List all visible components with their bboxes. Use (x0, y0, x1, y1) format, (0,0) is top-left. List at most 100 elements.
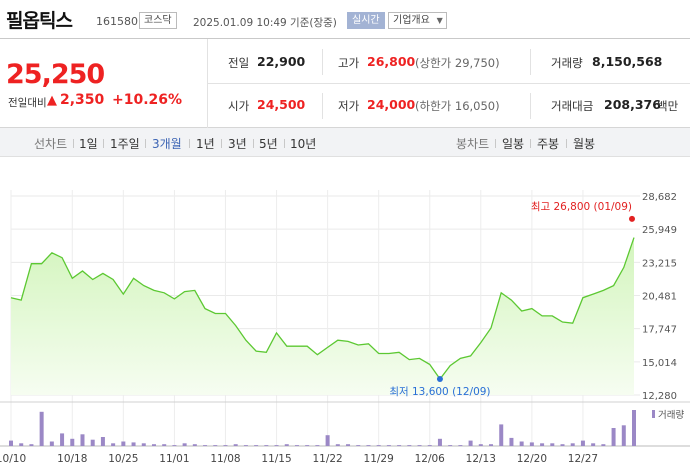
volume-bar (621, 425, 626, 446)
volume-bar (233, 444, 238, 446)
candle-weekly[interactable]: 주봉 (537, 137, 560, 151)
period-1d[interactable]: 1일 (79, 137, 98, 151)
volume-bar (468, 440, 473, 446)
divider (530, 93, 531, 119)
volume-bar (580, 440, 585, 446)
amount-unit: 백만 (657, 99, 679, 113)
volume-bar (141, 443, 146, 446)
volume-bar (80, 434, 85, 446)
x-tick-label: 11/29 (364, 453, 394, 465)
x-tick-label: 12/06 (415, 453, 446, 465)
x-tick-label: 11/15 (261, 453, 291, 465)
volume-bar (519, 441, 524, 446)
y-tick-label: 23,215 (642, 258, 677, 269)
volume-bar (386, 445, 391, 446)
volume-bar (49, 441, 54, 446)
y-tick-label: 12,280 (642, 391, 677, 402)
divider (322, 93, 323, 119)
volume-bar (417, 445, 422, 446)
period-10y[interactable]: 10년 (290, 137, 317, 151)
volume-bar (550, 443, 555, 446)
y-tick-label: 15,014 (642, 358, 677, 369)
period-5y[interactable]: 5년 (259, 137, 278, 151)
divider (530, 49, 531, 75)
x-axis-labels: 10/10 10/18 10/25 11/01 11/08 11/15 11/22 11/29… (0, 453, 598, 465)
volume-bar (325, 435, 330, 446)
price-area (11, 237, 634, 395)
candle-daily[interactable]: 일봉 (502, 137, 525, 151)
period-toolbar: 선차트 1일 1주일 3개월 1년 3년 5년 10년 봉차트 일봉 주봉 월봉 (0, 128, 690, 157)
divider (322, 49, 323, 75)
x-tick-label: 12/20 (517, 453, 547, 465)
prev-close-label: 전일 (228, 56, 250, 70)
high-marker (629, 215, 635, 222)
period-3y[interactable]: 3년 (228, 137, 247, 151)
low-label: 최저 13,600 (12/09) (389, 386, 490, 398)
stock-code: 161580 (96, 15, 138, 28)
volume-bar (182, 443, 187, 446)
volume-bar (570, 443, 575, 446)
x-tick-label: 12/13 (466, 453, 496, 465)
volume-bar (284, 444, 289, 446)
stock-name: 필옵틱스 (6, 10, 73, 32)
period-3m[interactable]: 3개월 (152, 137, 182, 151)
divider (207, 83, 690, 84)
volume-bar (427, 445, 432, 446)
volume-bar (264, 445, 269, 446)
y-tick-label: 25,949 (642, 225, 677, 236)
low-label: 저가 (338, 99, 360, 113)
volume-bar (632, 410, 636, 446)
volume-legend-label: 거래량 (658, 409, 684, 421)
stock-header: 필옵틱스 161580 코스닥 2025.01.09 10:49 기준(장중) … (0, 0, 690, 40)
prev-close-value: 22,900 (257, 54, 306, 69)
volume-bar (591, 443, 596, 446)
open-label: 시가 (228, 99, 250, 113)
volume-bar (19, 443, 24, 446)
volume-bar (448, 445, 453, 446)
y-tick-label: 17,747 (642, 325, 677, 336)
volume-bar (131, 442, 136, 446)
period-1y[interactable]: 1년 (196, 137, 215, 151)
volume-bar (254, 445, 259, 446)
volume-bar (162, 444, 167, 446)
open-value: 24,500 (257, 97, 306, 112)
company-overview-dropdown[interactable]: 기업개요 ▼ (388, 12, 447, 29)
high-label: 고가 (338, 56, 360, 70)
company-overview-label: 기업개요 (393, 15, 430, 26)
volume-bar (346, 444, 351, 446)
volume-bar (274, 445, 279, 446)
candle-chart-label: 봉차트 (456, 137, 490, 151)
volume-bar (203, 445, 208, 446)
volume-bars: 거래량 (9, 409, 684, 446)
volume-bar (39, 411, 44, 446)
line-chart-label: 선차트 (34, 137, 68, 151)
volume-bar (356, 445, 361, 446)
volume-label: 거래량 (551, 56, 583, 70)
realtime-button[interactable]: 실시간 (347, 12, 385, 29)
price-series (10, 237, 635, 395)
high-low-markers: 최고 26,800 (01/09) 최저 13,600 (12/09) (389, 201, 635, 398)
volume-bar (509, 437, 514, 446)
volume-bar (376, 445, 381, 446)
volume-bar (529, 442, 534, 446)
divider (103, 139, 104, 148)
x-tick-label: 10/25 (108, 453, 138, 465)
x-tick-label: 12/27 (568, 453, 598, 465)
x-tick-label: 11/01 (159, 453, 189, 465)
volume-bar (223, 445, 228, 446)
x-tick-label: 10/10 (0, 453, 26, 465)
x-tick-label: 10/18 (57, 453, 87, 465)
volume-bar (397, 445, 402, 446)
volume-value: 8,150,568 (592, 54, 663, 69)
volume-bar (90, 439, 95, 446)
divider (253, 139, 254, 148)
volume-bar (315, 445, 320, 446)
candle-monthly[interactable]: 월봉 (573, 137, 596, 151)
volume-bar (437, 438, 442, 446)
period-1w[interactable]: 1주일 (110, 137, 140, 151)
change-percent: +10.26% (112, 92, 183, 108)
divider (495, 139, 496, 148)
x-tick-label: 11/08 (210, 453, 240, 465)
y-tick-label: 28,682 (642, 192, 677, 203)
quote-datetime: 2025.01.09 10:49 기준(장중) (193, 17, 337, 29)
